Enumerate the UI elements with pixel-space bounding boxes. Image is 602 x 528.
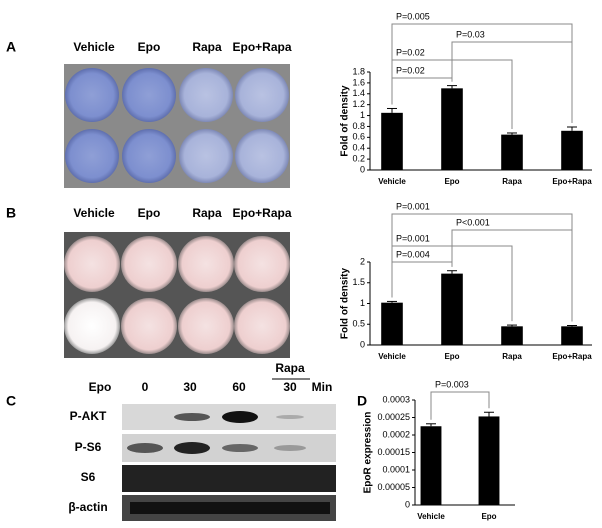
y-tick-label: 1.5 xyxy=(352,277,365,287)
x-tick-label: Vehicle xyxy=(378,352,406,361)
bar xyxy=(501,326,523,345)
y-axis-label: Fold of density xyxy=(340,85,351,157)
y-tick-label: 1.2 xyxy=(352,99,365,109)
y-tick-label: 0 xyxy=(360,164,365,174)
y-tick-label: 1.4 xyxy=(352,88,365,98)
y-tick-label: 1 xyxy=(360,298,365,308)
blot-treatment: Epo xyxy=(89,380,112,394)
blot-unit: Min xyxy=(312,380,333,394)
bar xyxy=(441,88,463,170)
bar xyxy=(441,273,463,345)
wells xyxy=(64,236,290,354)
y-tick-label: 0.4 xyxy=(352,143,365,153)
p-value: P=0.005 xyxy=(396,11,430,21)
y-tick-label: 0.2 xyxy=(352,153,365,163)
y-tick-label: 0.0001 xyxy=(382,464,410,474)
y-tick-label: 2 xyxy=(360,256,365,266)
x-tick-label: Rapa xyxy=(502,352,522,361)
y-tick-label: 0.5 xyxy=(352,319,365,329)
y-tick-label: 0.8 xyxy=(352,121,365,131)
plate-label: Vehicle xyxy=(73,40,115,54)
bar xyxy=(420,426,442,505)
y-tick-label: 0 xyxy=(360,339,365,349)
plate-label: Epo xyxy=(138,40,161,54)
p-value: P=0.004 xyxy=(396,249,430,259)
bar xyxy=(381,302,403,345)
significance-bracket xyxy=(391,23,573,123)
p-value: P=0.02 xyxy=(396,65,425,75)
bar xyxy=(381,112,403,170)
x-tick-label: Vehicle xyxy=(378,177,406,186)
significance-bracket xyxy=(430,391,490,420)
plate-label: Vehicle xyxy=(73,206,115,220)
wells xyxy=(65,68,289,183)
x-tick-label: Epo xyxy=(481,512,496,521)
plate-label: Epo+Rapa xyxy=(232,206,291,220)
y-tick-label: 0.00025 xyxy=(377,412,410,422)
y-axis-label: EpoR expression xyxy=(363,412,374,494)
bar xyxy=(478,416,500,505)
blot-inhibitor: Rapa xyxy=(275,361,305,375)
plate-label: Epo+Rapa xyxy=(232,40,291,54)
p-value: P<0.001 xyxy=(456,217,490,227)
y-tick-label: 1.6 xyxy=(352,77,365,87)
blot-row: P-S6 xyxy=(75,440,102,454)
p-value: P=0.001 xyxy=(396,233,430,243)
panel-letter: D xyxy=(357,393,367,409)
x-tick-label: Epo+Rapa xyxy=(552,352,592,361)
x-tick-label: Vehicle xyxy=(417,512,445,521)
p-value: P=0.03 xyxy=(456,29,485,39)
p-value: P=0.003 xyxy=(435,379,469,389)
p-value: P=0.001 xyxy=(396,201,430,211)
y-tick-label: 0.0003 xyxy=(382,394,410,404)
panel-letter: C xyxy=(6,393,16,409)
bar xyxy=(561,130,583,170)
blot-row: S6 xyxy=(81,470,96,484)
plate-label: Rapa xyxy=(192,206,222,220)
bar xyxy=(501,134,523,170)
y-axis-label: Fold of density xyxy=(340,268,351,340)
y-tick-label: 1 xyxy=(360,110,365,120)
y-tick-label: 0.00005 xyxy=(377,482,410,492)
blot-time: 30 xyxy=(183,380,197,394)
y-tick-label: 0.00015 xyxy=(377,447,410,457)
y-tick-label: 1.8 xyxy=(352,66,365,76)
panel-letter: B xyxy=(6,205,16,221)
significance-bracket xyxy=(391,213,573,322)
plate-label: Epo xyxy=(138,206,161,220)
x-tick-label: Rapa xyxy=(502,177,522,186)
blot-time: 0 xyxy=(142,380,149,394)
plate-label: Rapa xyxy=(192,40,222,54)
x-tick-label: Epo+Rapa xyxy=(552,177,592,186)
blot-time: 60 xyxy=(232,380,246,394)
bar xyxy=(561,326,583,345)
x-tick-label: Epo xyxy=(444,177,459,186)
p-value: P=0.02 xyxy=(396,47,425,57)
y-tick-label: 0.6 xyxy=(352,132,365,142)
blot-row: β-actin xyxy=(68,500,107,514)
blot-time: 30 xyxy=(283,380,297,394)
y-tick-label: 0.0002 xyxy=(382,429,410,439)
blot-bands xyxy=(122,404,336,521)
panel-letter: A xyxy=(6,39,16,55)
blot-row: P-AKT xyxy=(70,409,107,423)
x-tick-label: Epo xyxy=(444,352,459,361)
y-tick-label: 0 xyxy=(405,499,410,509)
